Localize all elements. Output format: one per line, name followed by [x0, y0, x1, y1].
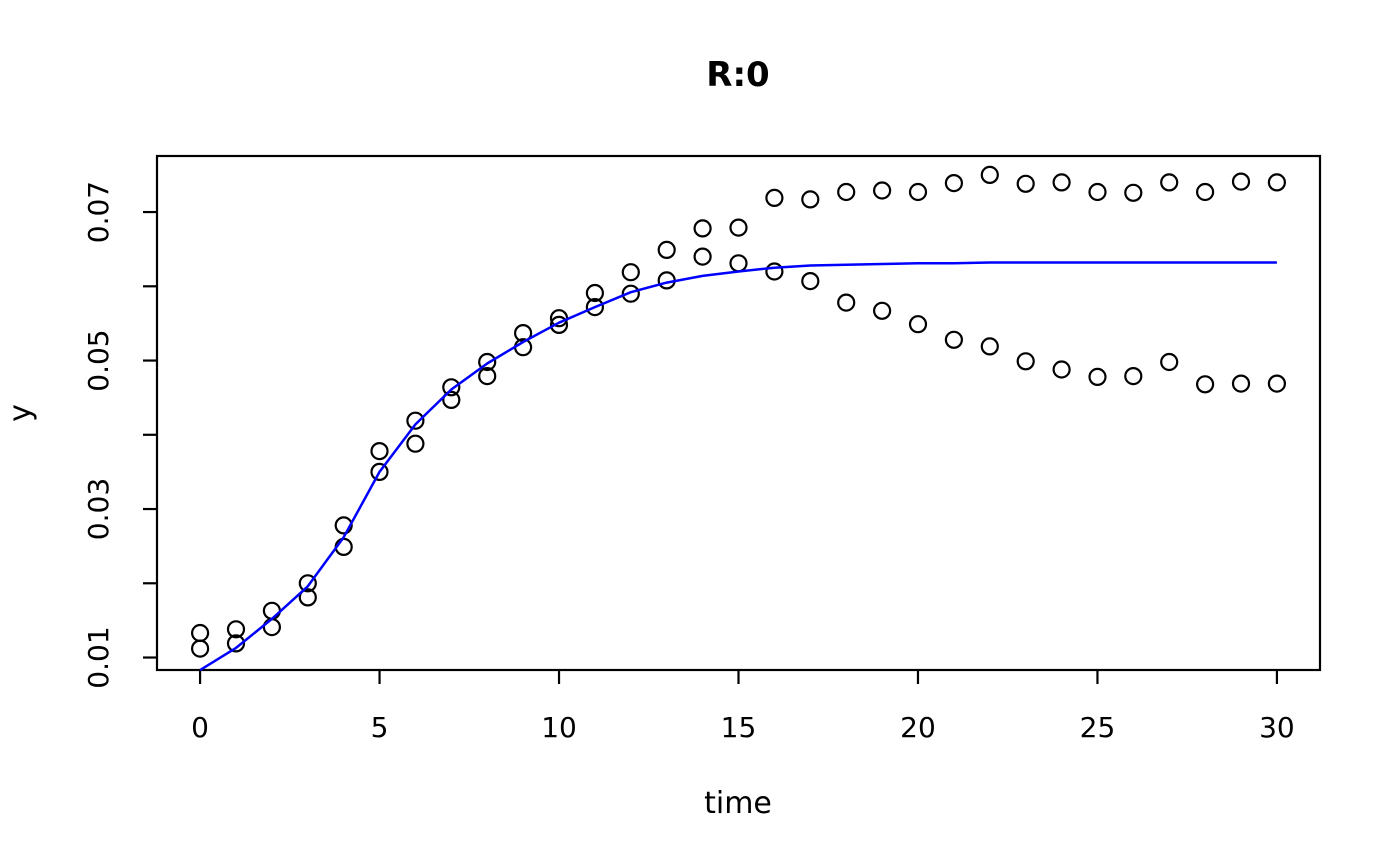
x-tick-label: 0	[191, 711, 209, 744]
data-point-observed-upper	[980, 165, 999, 184]
data-point-observed-lower	[442, 390, 461, 409]
data-point-observed-upper	[908, 182, 928, 202]
data-point-observed-upper	[693, 219, 712, 238]
data-point-observed-lower	[298, 588, 317, 607]
data-point-observed-upper	[442, 378, 461, 397]
data-point-observed-lower	[980, 337, 999, 356]
data-point-observed-lower	[191, 639, 210, 658]
x-tick-label: 25	[1080, 711, 1116, 744]
data-point-observed-lower	[1160, 352, 1179, 372]
data-point-observed-upper	[944, 174, 964, 193]
data-point-observed-lower	[1267, 374, 1287, 393]
data-point-observed-upper	[406, 411, 425, 430]
x-tick-label: 10	[541, 711, 577, 744]
data-point-observed-lower	[226, 634, 246, 653]
data-point-observed-upper	[801, 190, 820, 209]
data-point-observed-upper	[1231, 172, 1251, 191]
data-point-observed-lower	[1231, 374, 1251, 393]
y-tick-label: 0.07	[82, 181, 115, 243]
data-point-observed-upper	[621, 263, 640, 282]
data-point-observed-upper	[585, 283, 605, 303]
x-tick-label: 20	[900, 711, 936, 744]
data-point-observed-upper	[298, 574, 317, 593]
data-point-observed-upper	[370, 442, 389, 461]
x-tick-label: 5	[371, 711, 389, 744]
data-point-observed-upper	[657, 240, 676, 259]
data-point-observed-lower	[262, 617, 281, 637]
data-point-observed-upper	[1195, 182, 1215, 202]
data-point-observed-lower	[765, 262, 784, 281]
data-point-observed-lower	[1016, 352, 1035, 371]
data-point-observed-upper	[765, 188, 784, 207]
data-point-observed-upper	[729, 218, 748, 237]
data-point-observed-upper	[334, 516, 353, 535]
chart-title: R:0	[706, 55, 769, 95]
data-point-observed-lower	[549, 315, 569, 334]
data-point-observed-lower	[370, 462, 389, 481]
data-point-observed-upper	[872, 181, 892, 200]
data-point-observed-lower	[621, 284, 640, 303]
data-point-observed-lower	[478, 367, 497, 386]
plot-box	[155, 154, 1322, 672]
data-point-observed-upper	[1124, 183, 1143, 202]
data-point-observed-upper	[1160, 173, 1179, 192]
data-point-observed-upper	[1052, 173, 1071, 192]
y-tick-label: 0.03	[82, 478, 115, 540]
data-point-observed-upper	[1088, 182, 1107, 202]
data-point-observed-lower	[837, 293, 856, 312]
data-point-observed-upper	[226, 620, 246, 639]
plot-area: 0 5 10 15 20 25 30 0.01 0.03 0.05 0.07	[82, 154, 1322, 744]
x-tick-label: 15	[721, 711, 757, 744]
data-point-observed-lower	[944, 330, 964, 349]
data-point-observed-lower	[1124, 367, 1143, 386]
data-point-observed-lower	[872, 301, 892, 320]
y-tick-label: 0.01	[82, 626, 115, 688]
data-point-observed-lower	[1088, 367, 1107, 386]
data-point-observed-upper	[191, 623, 210, 643]
x-tick-label: 30	[1259, 711, 1295, 744]
data-point-observed-upper	[1267, 173, 1287, 192]
data-point-observed-upper	[262, 601, 281, 620]
data-point-observed-lower	[406, 434, 425, 453]
data-point-observed-lower	[585, 298, 605, 317]
x-axis-label: time	[704, 786, 772, 821]
data-point-observed-lower	[1052, 360, 1071, 379]
data-point-observed-upper	[1016, 174, 1035, 193]
data-point-observed-lower	[693, 247, 712, 266]
data-point-observed-lower	[908, 315, 928, 334]
data-point-observed-lower	[729, 254, 748, 273]
data-point-observed-lower	[801, 272, 820, 291]
y-tick-label: 0.05	[82, 329, 115, 391]
data-point-observed-lower	[1195, 375, 1215, 394]
data-point-observed-upper	[837, 182, 856, 202]
y-axis-label: y	[3, 404, 38, 422]
data-point-observed-upper	[478, 352, 497, 372]
fitted-line	[199, 261, 1277, 672]
